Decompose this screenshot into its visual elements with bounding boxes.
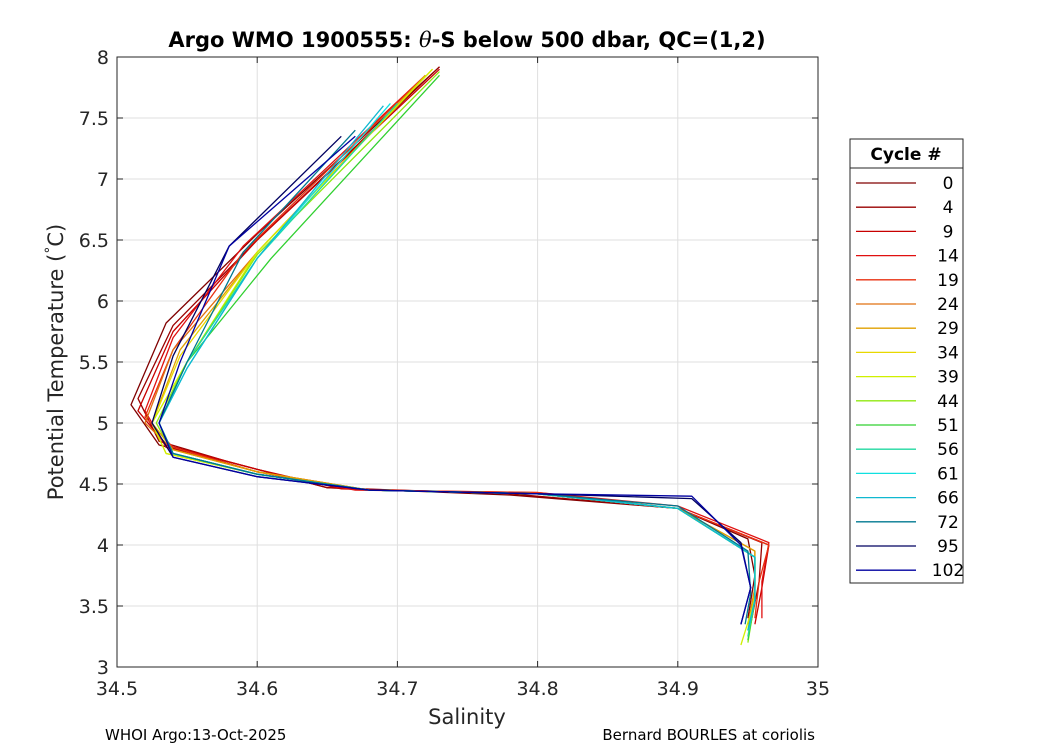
- y-tick-label: 8: [97, 47, 109, 69]
- x-tick-label: 34.8: [516, 678, 558, 700]
- y-tick-label: 4.5: [79, 474, 109, 496]
- x-tick-label: 34.9: [657, 678, 699, 700]
- legend-title: Cycle #: [870, 145, 941, 165]
- axis-ticks: [116, 56, 819, 668]
- y-tick-label: 3: [97, 657, 109, 679]
- legend-label-14: 14: [937, 247, 959, 267]
- series-line-cycle-102: [158, 135, 752, 625]
- x-axis-label: Salinity: [428, 705, 506, 729]
- legend-label-39: 39: [937, 368, 959, 388]
- legend-label-66: 66: [937, 489, 959, 509]
- legend-items: 0 4 9 14 19 24 29 34 39 44 51 56 61 66 72 95 102: [856, 174, 964, 581]
- series-group: [130, 66, 770, 646]
- legend-label-9: 9: [943, 222, 954, 242]
- y-tick-label: 4: [97, 535, 109, 557]
- x-tick-label: 35: [806, 678, 830, 700]
- legend-label-29: 29: [937, 319, 959, 339]
- series-line-cycle-72: [158, 129, 752, 625]
- legend-label-95: 95: [937, 537, 959, 557]
- legend-label-4: 4: [943, 198, 954, 218]
- footer-right: Bernard BOURLES at coriolis: [602, 726, 815, 744]
- legend-label-61: 61: [937, 464, 959, 484]
- y-tick-label: 6.5: [79, 230, 109, 252]
- legend-label-44: 44: [937, 392, 959, 412]
- chart-title: Argo WMO 1900555: θ-S below 500 dbar, QC…: [168, 28, 765, 52]
- legend-label-51: 51: [937, 416, 959, 436]
- legend-label-56: 56: [937, 440, 959, 460]
- x-tick-label: 34.5: [96, 678, 138, 700]
- legend-label-72: 72: [937, 513, 959, 533]
- footer-left: WHOI Argo:13-Oct-2025: [105, 726, 286, 744]
- y-tick-label: 6: [97, 291, 109, 313]
- y-tick-label: 7.5: [79, 108, 109, 130]
- y-axis-label: Potential Temperature (°C): [43, 224, 68, 500]
- legend-label-24: 24: [937, 295, 959, 315]
- y-tick-label: 5.5: [79, 352, 109, 374]
- legend-label-19: 19: [937, 271, 959, 291]
- legend-label-34: 34: [937, 343, 959, 363]
- y-tick-label: 7: [97, 169, 109, 191]
- x-tick-label: 34.6: [236, 678, 278, 700]
- legend-label-102: 102: [932, 561, 964, 581]
- legend: Cycle # 0 4 9 14 19 24 29 34 39 44 51 56 61 66 72 95 102: [849, 138, 964, 584]
- x-tick-label: 34.7: [376, 678, 418, 700]
- y-tick-label: 5: [97, 413, 109, 435]
- y-tick-labels: 3 3.5 4 4.5 5 5.5 6 6.5 7 7.5 8: [79, 47, 109, 679]
- x-tick-labels: 34.5 34.6 34.7 34.8 34.9 35: [96, 678, 830, 700]
- legend-label-0: 0: [943, 174, 954, 194]
- legend-box: [849, 138, 964, 584]
- y-tick-label: 3.5: [79, 596, 109, 618]
